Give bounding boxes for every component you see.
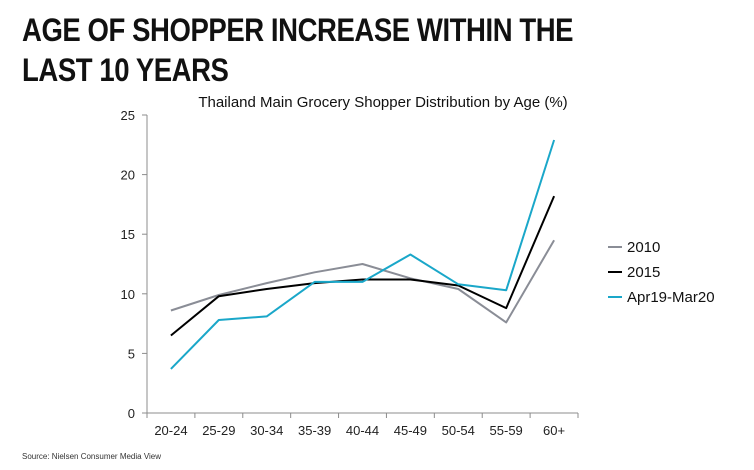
y-tick-label: 25	[121, 108, 135, 123]
chart-title: Thailand Main Grocery Shopper Distributi…	[198, 94, 567, 111]
series-line-2010	[170, 239, 555, 324]
y-tick-label: 20	[121, 168, 135, 183]
x-tick-label: 45-49	[394, 423, 427, 438]
legend-label: 2010	[627, 239, 660, 256]
y-tick-label: 15	[121, 227, 135, 242]
x-tick-label: 30-34	[250, 423, 283, 438]
source-note: Source: Nielsen Consumer Media View	[22, 452, 162, 461]
x-tick-label: 60+	[543, 423, 565, 438]
y-tick-label: 10	[121, 287, 135, 302]
page-headline: AGE OF SHOPPER INCREASE WITHIN THE LAST …	[22, 12, 574, 88]
series-line-apr19-mar20	[170, 139, 556, 370]
series-line-2015	[170, 195, 556, 337]
x-tick-label: 40-44	[346, 423, 379, 438]
y-tick-label: 0	[128, 406, 135, 421]
x-tick-label: 35-39	[298, 423, 331, 438]
y-tick-label: 5	[128, 346, 135, 361]
legend-label: Apr19-Mar20	[627, 289, 715, 306]
x-tick-label: 25-29	[202, 423, 235, 438]
x-tick-label: 55-59	[490, 423, 523, 438]
legend-label: 2015	[627, 264, 660, 281]
x-tick-label: 50-54	[442, 423, 475, 438]
x-tick-label: 20-24	[154, 423, 187, 438]
